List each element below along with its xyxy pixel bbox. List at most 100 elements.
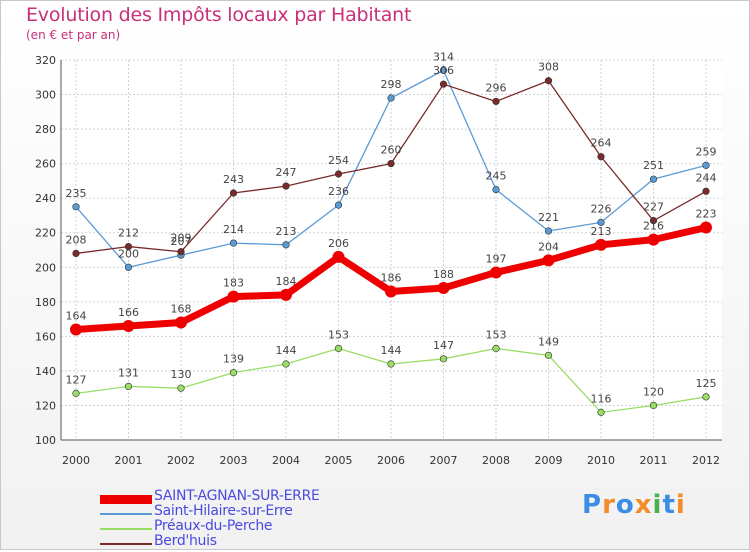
data-point	[492, 185, 500, 194]
legend-label: Berd'huis	[154, 533, 217, 549]
legend-label: Saint-Hilaire-sur-Erre	[154, 503, 293, 519]
data-point	[229, 369, 238, 377]
x-tick-label: 2006	[377, 454, 405, 467]
data-point	[334, 201, 343, 209]
data-point	[282, 182, 290, 190]
data-point	[492, 97, 500, 106]
data-label: 296	[486, 81, 507, 94]
data-point	[597, 408, 605, 416]
data-label: 164	[66, 309, 87, 322]
data-label: 314	[433, 50, 454, 63]
y-tick-label: 280	[35, 123, 56, 136]
data-point	[334, 170, 343, 178]
logo-letter: o	[615, 490, 635, 520]
data-point	[439, 355, 448, 363]
data-label: 236	[328, 185, 349, 198]
data-point	[439, 66, 448, 74]
data-label: 213	[276, 225, 297, 238]
y-tick-label: 120	[35, 399, 56, 412]
data-point	[387, 360, 395, 368]
logo-letter: i	[675, 490, 686, 520]
data-point	[595, 238, 607, 251]
y-tick-label: 320	[35, 54, 56, 67]
data-point	[280, 288, 292, 301]
x-tick-label: 2011	[640, 454, 668, 467]
logo-letter: i	[652, 490, 663, 520]
data-label: 208	[66, 233, 87, 246]
y-tick-label: 200	[35, 261, 56, 274]
y-tick-label: 140	[35, 365, 56, 378]
logo-letter: r	[602, 490, 616, 520]
data-label: 200	[118, 247, 139, 260]
data-point	[544, 351, 553, 359]
data-label: 209	[171, 232, 192, 245]
x-tick-label: 2004	[272, 454, 300, 467]
data-label: 168	[171, 303, 192, 316]
data-label: 153	[486, 328, 507, 341]
data-label: 214	[223, 223, 244, 236]
data-label: 260	[381, 144, 402, 157]
data-point	[597, 153, 605, 161]
legend-label: SAINT-AGNAN-SUR-ERRE	[154, 488, 320, 504]
x-tick-label: 2012	[692, 454, 720, 467]
data-point	[124, 382, 133, 391]
data-label: 153	[328, 328, 349, 341]
data-label: 308	[538, 61, 559, 74]
data-label: 188	[433, 268, 454, 281]
y-tick-label: 160	[35, 330, 56, 343]
logo-letter: t	[662, 490, 676, 520]
data-point	[122, 320, 135, 332]
legend-label: Préaux-du-Perche	[154, 518, 273, 534]
data-point	[492, 344, 500, 353]
data-label: 223	[696, 208, 717, 221]
data-point	[72, 203, 80, 211]
x-tick-label: 2009	[535, 454, 563, 467]
data-point	[439, 80, 448, 88]
y-tick-label: 260	[35, 158, 56, 171]
data-point	[177, 384, 185, 392]
data-label: 144	[381, 344, 402, 357]
data-point	[332, 250, 345, 263]
x-tick-label: 2000	[62, 454, 90, 467]
data-point	[70, 323, 82, 336]
data-label: 139	[223, 353, 244, 366]
data-label: 264	[591, 137, 612, 150]
data-label: 259	[696, 145, 717, 158]
data-label: 247	[276, 166, 297, 179]
data-point	[542, 254, 555, 267]
x-tick-label: 2005	[325, 454, 353, 467]
data-point	[229, 189, 238, 197]
data-point	[702, 187, 710, 195]
data-label: 244	[696, 171, 717, 184]
data-label: 235	[66, 187, 87, 200]
data-point	[175, 316, 187, 329]
x-tick-label: 2008	[482, 454, 510, 467]
data-label: 216	[643, 220, 664, 233]
data-label: 254	[328, 154, 349, 167]
chart-title: Evolution des Impôts locaux par Habitant	[26, 4, 412, 26]
legend-swatch	[100, 494, 152, 504]
data-label: 251	[643, 159, 664, 172]
data-point	[72, 249, 80, 258]
data-label: 306	[433, 64, 454, 77]
data-label: 130	[171, 368, 192, 381]
y-tick-label: 180	[35, 296, 56, 309]
data-point	[387, 160, 395, 168]
data-label: 207	[171, 235, 192, 248]
data-point	[490, 266, 502, 279]
legend-swatch	[100, 528, 152, 530]
data-label: 184	[276, 275, 297, 288]
data-point	[124, 242, 133, 251]
data-point	[649, 217, 658, 225]
data-label: 186	[381, 271, 402, 284]
proxiti-logo: Proxiti	[582, 490, 686, 520]
data-point	[387, 94, 395, 102]
data-label: 147	[433, 339, 454, 352]
data-label: 206	[328, 237, 349, 250]
x-tick-label: 2001	[115, 454, 143, 467]
data-point	[597, 218, 605, 226]
data-label: 204	[538, 240, 559, 253]
logo-letter: P	[582, 490, 603, 520]
chart-subtitle: (en € et par an)	[26, 28, 121, 42]
